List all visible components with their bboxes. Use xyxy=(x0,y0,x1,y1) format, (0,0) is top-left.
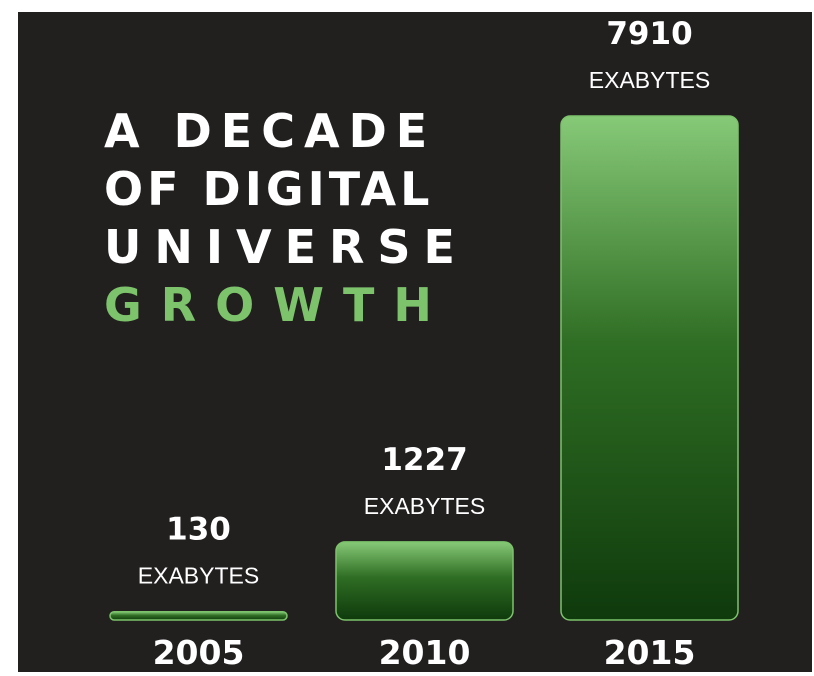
value-label-2010: 1227 xyxy=(381,442,467,478)
unit-label-2010: EXABYTES xyxy=(364,493,485,519)
title-line-1: A DECADE xyxy=(104,104,437,158)
chart-marks: 130 EXABYTES 2005 1227 EXABYTES 2010 7910 EXABY… xyxy=(109,16,739,672)
category-label-2010: 2010 xyxy=(379,633,471,672)
title-line-2: OF DIGITAL xyxy=(104,162,434,216)
bar-2005 xyxy=(109,610,288,621)
bar-2015 xyxy=(560,115,739,621)
category-label-2015: 2015 xyxy=(604,633,696,672)
unit-label-2005: EXABYTES xyxy=(138,563,259,589)
category-label-2005: 2005 xyxy=(153,633,245,672)
title-line-4: GROWTH xyxy=(104,278,451,332)
title-line-3: UNIVERSE xyxy=(104,220,468,274)
value-label-2015: 7910 xyxy=(606,16,692,52)
bar-2010 xyxy=(335,541,514,621)
unit-label-2015: EXABYTES xyxy=(589,67,710,93)
value-label-2005: 130 xyxy=(166,512,231,548)
chart-title: A DECADE OF DIGITAL UNIVERSE GROWTH xyxy=(104,102,468,334)
